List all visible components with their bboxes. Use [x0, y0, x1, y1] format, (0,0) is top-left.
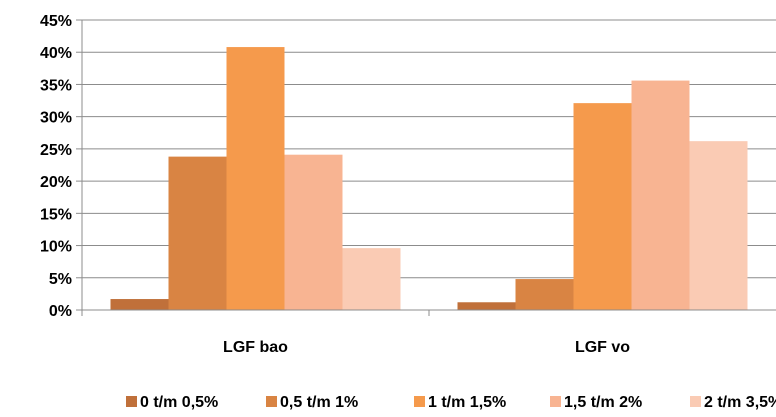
category-labels: LGF bao LGF vo — [223, 339, 630, 356]
legend-label: 0,5 t/m 1% — [280, 394, 358, 411]
bar-2-5 — [689, 141, 748, 310]
y-tick-label: 40% — [40, 45, 72, 62]
legend-swatch — [414, 396, 425, 407]
legend-swatch — [690, 396, 701, 407]
y-tick-label: 30% — [40, 110, 72, 127]
legend-label: 0 t/m 0,5% — [140, 394, 218, 411]
bar-2-1 — [457, 302, 516, 310]
legend-label: 2 t/m 3,5% — [704, 394, 776, 411]
y-tick-label: 15% — [40, 206, 72, 223]
y-tick-label: 35% — [40, 77, 72, 94]
bar-2-2 — [515, 279, 574, 310]
legend-label: 1,5 t/m 2% — [564, 394, 642, 411]
legend-swatch — [550, 396, 561, 407]
bar-1-4 — [284, 154, 343, 310]
bar-2-3 — [573, 103, 632, 310]
y-tick-label: 0% — [49, 303, 72, 320]
legend-swatch — [266, 396, 277, 407]
bar-1-1 — [110, 299, 169, 310]
category-label: LGF bao — [223, 339, 288, 356]
y-axis-ticks: 0% 5% 10% 15% 20% 25% 30% 35% 40% 45% — [40, 13, 82, 320]
bars — [110, 47, 748, 311]
legend-swatch — [126, 396, 137, 407]
y-tick-label: 10% — [40, 239, 72, 256]
y-tick-label: 25% — [40, 142, 72, 159]
bar-2-4 — [631, 80, 690, 310]
bar-1-5 — [342, 248, 401, 310]
legend: 0 t/m 0,5% 0,5 t/m 1% 1 t/m 1,5% 1,5 t/m 2%… — [126, 394, 776, 411]
category-label: LGF vo — [575, 339, 630, 356]
bar-1-3 — [226, 47, 285, 311]
y-tick-label: 45% — [40, 13, 72, 30]
legend-label: 1 t/m 1,5% — [428, 394, 506, 411]
y-tick-label: 5% — [49, 271, 72, 288]
axes — [81, 20, 776, 316]
bar-1-2 — [168, 156, 227, 310]
y-tick-label: 20% — [40, 174, 72, 191]
